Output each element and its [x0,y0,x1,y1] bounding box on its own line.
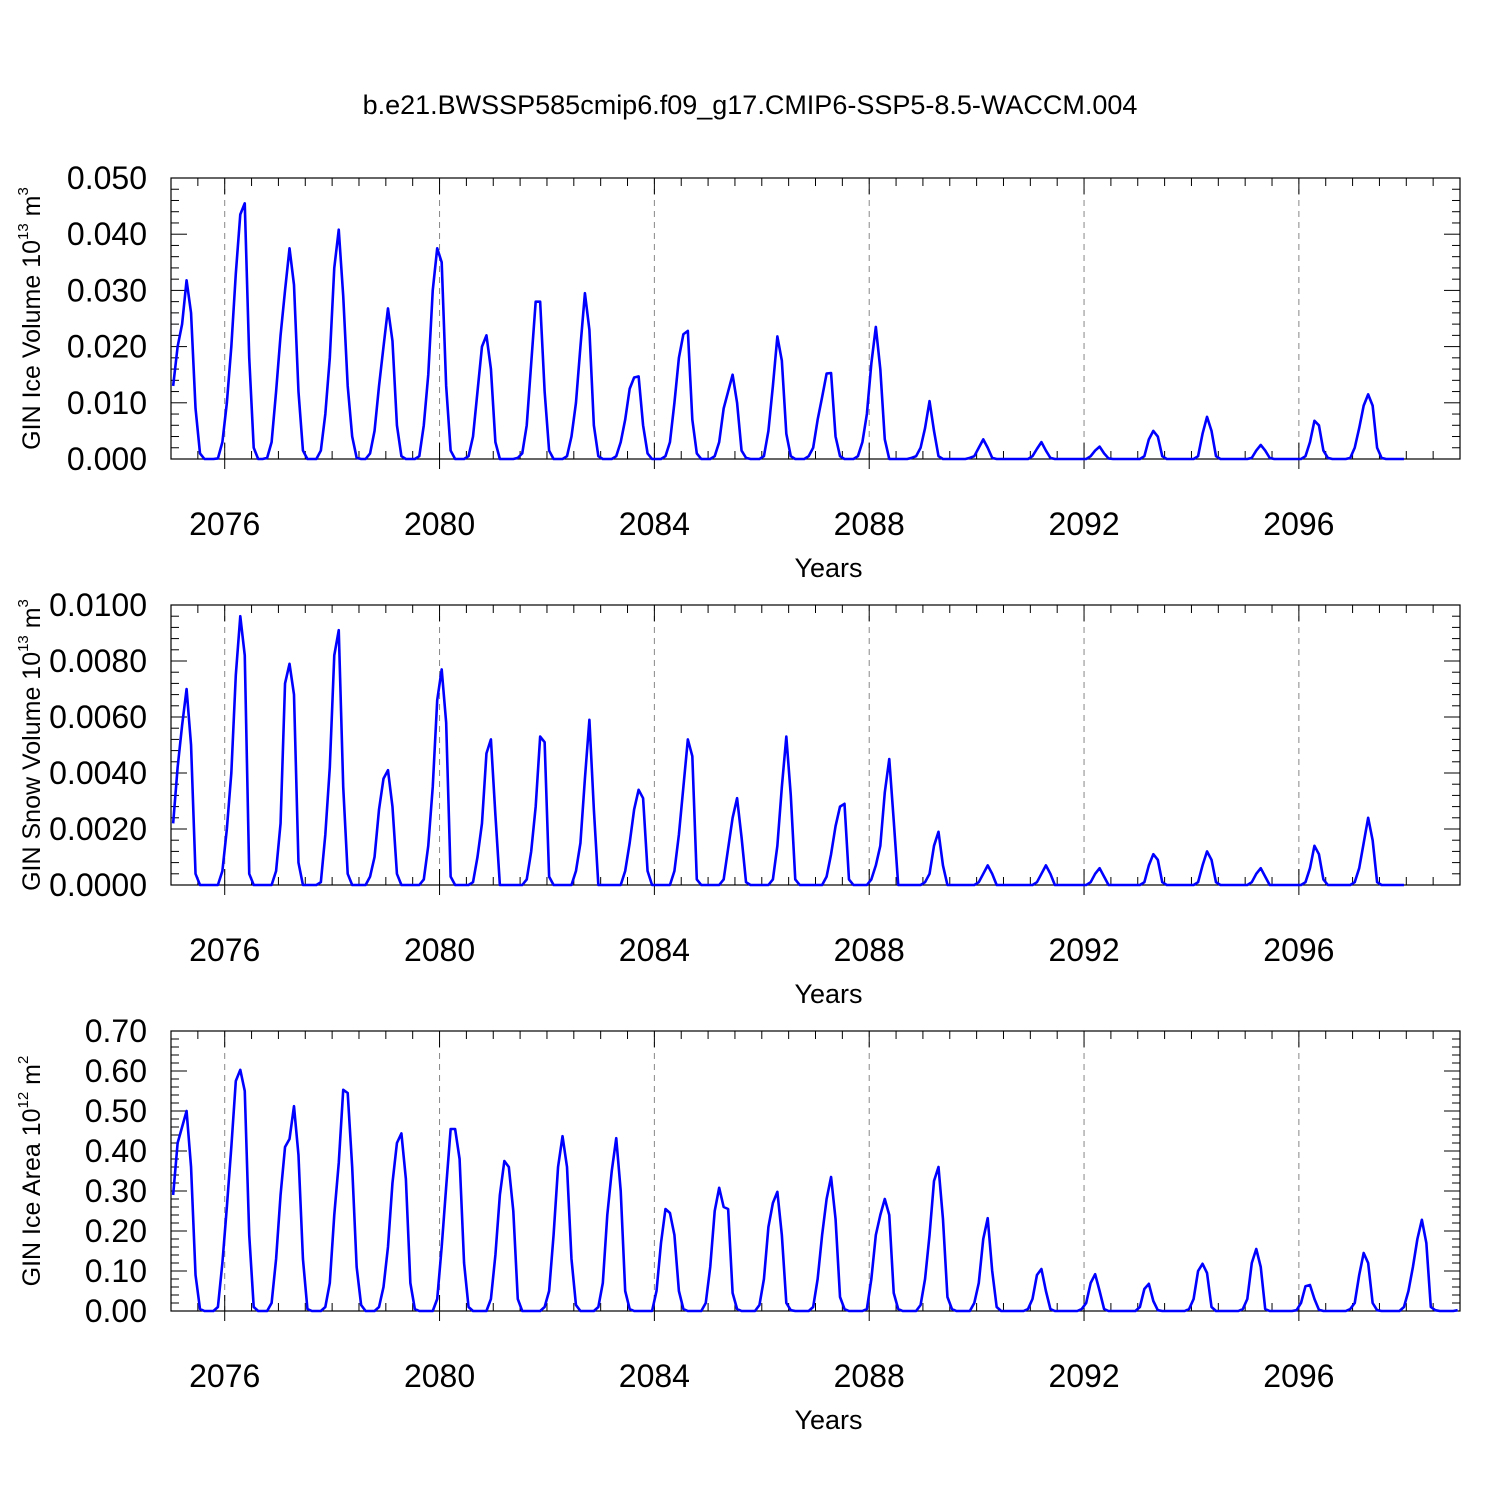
x-tick-label: 2084 [619,1358,690,1394]
panel-ice-volume: 0.000 0.010 0.020 0.030 0.040 0.050 2076 2080 20… [15,160,1461,583]
series-line-ice-volume [171,201,1404,461]
y-tick-label: 0.0060 [49,699,147,735]
x-tick-label: 2076 [189,932,260,968]
x-axis-label: Years [794,979,862,1009]
y-axis-label-superscript: 12 [15,1092,32,1109]
figure-title: b.e21.BWSSP585cmip6.f09_g17.CMIP6-SSP5-8… [363,90,1138,120]
x-tick-label: 2076 [189,1358,260,1394]
series-line-snow-volume [171,614,1404,887]
x-tick-label: 2092 [1048,932,1119,968]
y-axis-label-part: m [18,607,46,635]
y-tick-label: 0.20 [85,1213,147,1249]
y-tick-label: 0.00 [85,1293,147,1329]
y-tick-label: 0.40 [85,1133,147,1169]
y-axis-label-superscript: 3 [15,187,32,195]
y-axis-label-part: m [18,196,46,224]
y-tick-label: 0.50 [85,1093,147,1129]
y-tick-label: 0.020 [67,329,147,365]
panel-snow-volume: 0.0000 0.0020 0.0040 0.0060 0.0080 0.0100 2076… [15,587,1461,1009]
x-tick-label: 2088 [834,932,905,968]
y-axis-label: GIN Ice Volume 1013 m3 [15,187,46,450]
x-tick-label: 2092 [1048,1358,1119,1394]
x-tick-label: 2076 [189,506,260,542]
series-line-ice-area [171,1068,1458,1313]
y-tick-label: 0.30 [85,1173,147,1209]
y-axis-label-superscript: 13 [15,635,32,652]
y-tick-label: 0.0000 [49,867,147,903]
y-tick-label: 0.040 [67,216,147,252]
y-axis-label-part: GIN Ice Volume 10 [18,240,46,450]
y-tick-label: 0.0040 [49,755,147,791]
y-tick-label: 0.000 [67,441,147,477]
y-tick-label: 0.60 [85,1053,147,1089]
x-tick-label: 2080 [404,1358,475,1394]
y-tick-label: 0.050 [67,160,147,196]
y-tick-label: 0.0080 [49,643,147,679]
y-tick-label: 0.70 [85,1013,147,1049]
panel-ice-area: 0.00 0.10 0.20 0.30 0.40 0.50 0.60 0.70 2076 2080… [15,1013,1461,1435]
y-axis-label: GIN Ice Area 1012 m2 [15,1056,46,1287]
y-tick-label: 0.10 [85,1253,147,1289]
x-tick-label: 2096 [1263,1358,1334,1394]
y-axis-label: GIN Snow Volume 1013 m3 [15,599,46,891]
y-tick-label: 0.010 [67,385,147,421]
x-tick-label: 2096 [1263,506,1334,542]
plot-frame [170,177,1461,460]
y-tick-label: 0.0100 [49,587,147,623]
x-tick-label: 2088 [834,506,905,542]
x-axis-label: Years [794,1405,862,1435]
y-tick-label: 0.0020 [49,811,147,847]
x-tick-label: 2084 [619,506,690,542]
y-tick-label: 0.030 [67,272,147,308]
plot-frame [170,1030,1461,1312]
x-tick-label: 2080 [404,506,475,542]
x-tick-label: 2096 [1263,932,1334,968]
x-tick-label: 2080 [404,932,475,968]
y-axis-label-superscript: 13 [15,223,32,240]
y-axis-label-superscript: 3 [15,599,32,607]
y-axis-label-superscript: 2 [15,1056,32,1064]
x-tick-label: 2092 [1048,506,1119,542]
x-tick-label: 2088 [834,1358,905,1394]
y-axis-label-part: GIN Ice Area 10 [18,1108,46,1286]
x-tick-label: 2084 [619,932,690,968]
y-axis-label-part: GIN Snow Volume 10 [18,652,46,891]
x-axis-label: Years [794,553,862,583]
y-axis-label-part: m [18,1064,46,1092]
